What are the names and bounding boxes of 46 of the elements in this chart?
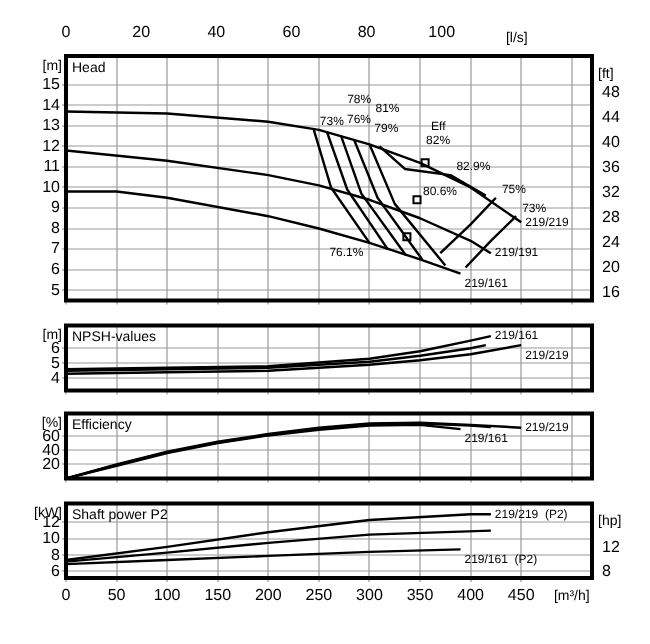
- y2-tick-label: 48: [602, 82, 621, 101]
- x2-tick-label: 60: [282, 22, 302, 41]
- x-tick-label: 0: [61, 586, 72, 605]
- y2-tick-label: 16: [602, 283, 621, 302]
- y-tick-label: 11: [43, 157, 62, 176]
- y-tick-label: 8: [51, 545, 62, 564]
- y-tick-label: 15: [42, 75, 62, 94]
- y-tick-label: 4: [51, 368, 62, 387]
- y2-tick-label: 28: [602, 208, 621, 227]
- x-tick-label: 300: [356, 586, 384, 605]
- y-tick-label: 40: [42, 440, 62, 459]
- y2-tick-label: 8: [602, 562, 612, 581]
- y-tick-label: 5: [51, 353, 62, 372]
- y2-tick-label: 24: [602, 233, 621, 252]
- x2-tick-label: 80: [357, 22, 377, 41]
- y2-tick-label: 32: [602, 183, 621, 202]
- x2-tick-label: 100: [428, 22, 457, 41]
- y-tick-label: 5: [51, 280, 62, 299]
- x-tick-label: 200: [254, 586, 283, 605]
- y-tick-label: 20: [42, 454, 62, 473]
- y-tick-label: 6: [51, 260, 62, 278]
- y-tick-label: 6: [51, 338, 62, 357]
- y2-tick-label: 36: [602, 157, 621, 176]
- y-tick-label: 7: [51, 239, 62, 258]
- y-tick-label: 13: [42, 116, 62, 135]
- x2-tick-label: 0: [61, 22, 72, 41]
- y2-tick-label: 20: [602, 258, 621, 277]
- y2-tick-label: 40: [602, 132, 621, 151]
- x-tick-label: 150: [204, 586, 233, 605]
- y2-tick-label: 44: [602, 107, 621, 126]
- x-tick-label: 100: [153, 586, 182, 605]
- x2-tick-label: 20: [132, 22, 152, 41]
- x-tick-label: 50: [107, 586, 127, 605]
- y-tick-label: 6: [51, 561, 62, 580]
- y-tick-label: 12: [42, 136, 62, 155]
- y-tick-label: 10: [42, 177, 62, 196]
- y-tick-label: 14: [42, 95, 62, 114]
- x-tick-label: 250: [305, 586, 334, 605]
- x-tick-label: 350: [406, 586, 435, 605]
- y-tick-label: 9: [51, 198, 62, 217]
- x2-tick-label: 40: [207, 22, 227, 41]
- y2-tick-label: 12: [602, 537, 621, 556]
- x-tick-label: 450: [507, 586, 536, 605]
- y-tick-label: 10: [42, 529, 62, 548]
- y-tick-label: 8: [51, 218, 62, 237]
- x-tick-label: 400: [457, 586, 486, 605]
